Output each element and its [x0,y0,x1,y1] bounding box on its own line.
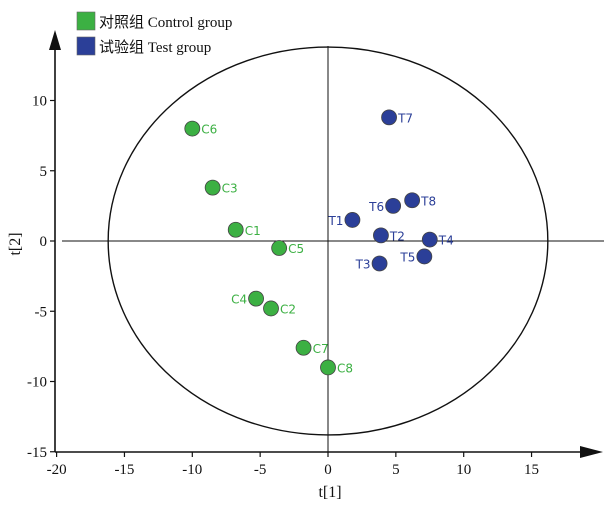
legend: 对照组 Control group 试验组 Test group [76,11,232,56]
data-point-t4 [421,231,438,248]
data-point-t7 [381,109,397,126]
x-tick-label: -5 [254,462,267,478]
x-axis-label: t[1] [318,484,341,501]
confidence-ellipse-layer [107,46,549,436]
x-axis-arrow [580,446,603,458]
legend-swatch-test [76,36,96,56]
legend-swatch-control [76,11,96,31]
data-point-c8 [320,359,336,376]
data-point-c2 [263,300,279,317]
y-axis-arrow [49,30,61,50]
x-tick-label: 10 [456,462,471,478]
x-tick-label: -15 [114,462,134,478]
y-tick-label: -10 [27,375,47,391]
x-tick-label: 5 [392,462,400,478]
x-tick-label: -10 [182,462,202,478]
axes [49,30,604,458]
data-label-t8: T8 [420,194,436,208]
y-tick-label: -5 [35,304,48,320]
legend-label-control: 对照组 Control group [99,14,232,31]
data-point-t5 [416,248,433,265]
y-axis-label: t[2] [7,232,24,255]
data-label-t6: T6 [368,200,384,214]
data-label-c6: C6 [201,123,217,137]
data-point-t3 [371,255,388,272]
data-point-c6 [184,120,201,137]
data-label-c8: C8 [337,361,353,375]
data-label-c3: C3 [222,182,238,196]
data-point-t1 [344,212,361,228]
data-point-c4 [248,290,264,307]
data-label-t3: T3 [355,257,371,271]
y-tick-label: -15 [27,445,47,461]
data-point-c7 [295,339,312,356]
data-points: C1 C2 C3 C4 C5 C6 C7 C8 T1 T2 T3 T4 T5 T6 T7 T8 [184,109,454,376]
x-tick-label: 15 [524,462,539,478]
data-label-t2: T2 [389,229,405,243]
data-label-c1: C1 [245,224,261,238]
data-label-t4: T4 [438,234,454,248]
data-label-c2: C2 [280,302,296,316]
data-point-t8 [404,192,421,209]
confidence-ellipse [107,46,549,436]
data-point-t2 [373,227,389,244]
y-tick-label: 0 [40,234,48,250]
y-tick-label: 5 [40,164,48,180]
data-label-t7: T7 [397,111,413,125]
data-point-c5 [271,240,288,256]
y-tick-label: 10 [32,94,47,110]
data-label-c7: C7 [313,342,329,356]
data-label-t5: T5 [399,250,415,264]
data-point-c1 [227,221,244,238]
data-label-c4: C4 [231,293,247,307]
data-label-c5: C5 [288,242,304,256]
data-point-c3 [204,179,221,196]
x-tick-label: 0 [324,462,332,478]
data-label-t1: T1 [327,214,343,228]
legend-label-test: 试验组 Test group [99,39,211,56]
data-point-t6 [385,197,402,214]
x-tick-label: -20 [47,462,67,478]
